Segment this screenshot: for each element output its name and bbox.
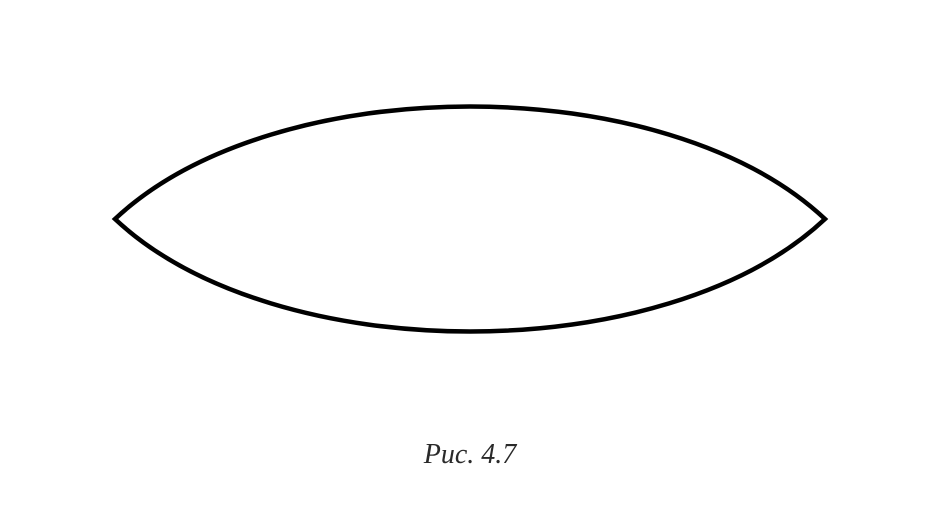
figure-caption: Рис. 4.7 — [424, 439, 517, 471]
lens-shape-svg — [75, 39, 865, 399]
lens-shape-wrapper — [75, 39, 865, 399]
lens-outline-path — [115, 107, 825, 332]
figure-container: Рис. 4.7 — [75, 39, 865, 471]
